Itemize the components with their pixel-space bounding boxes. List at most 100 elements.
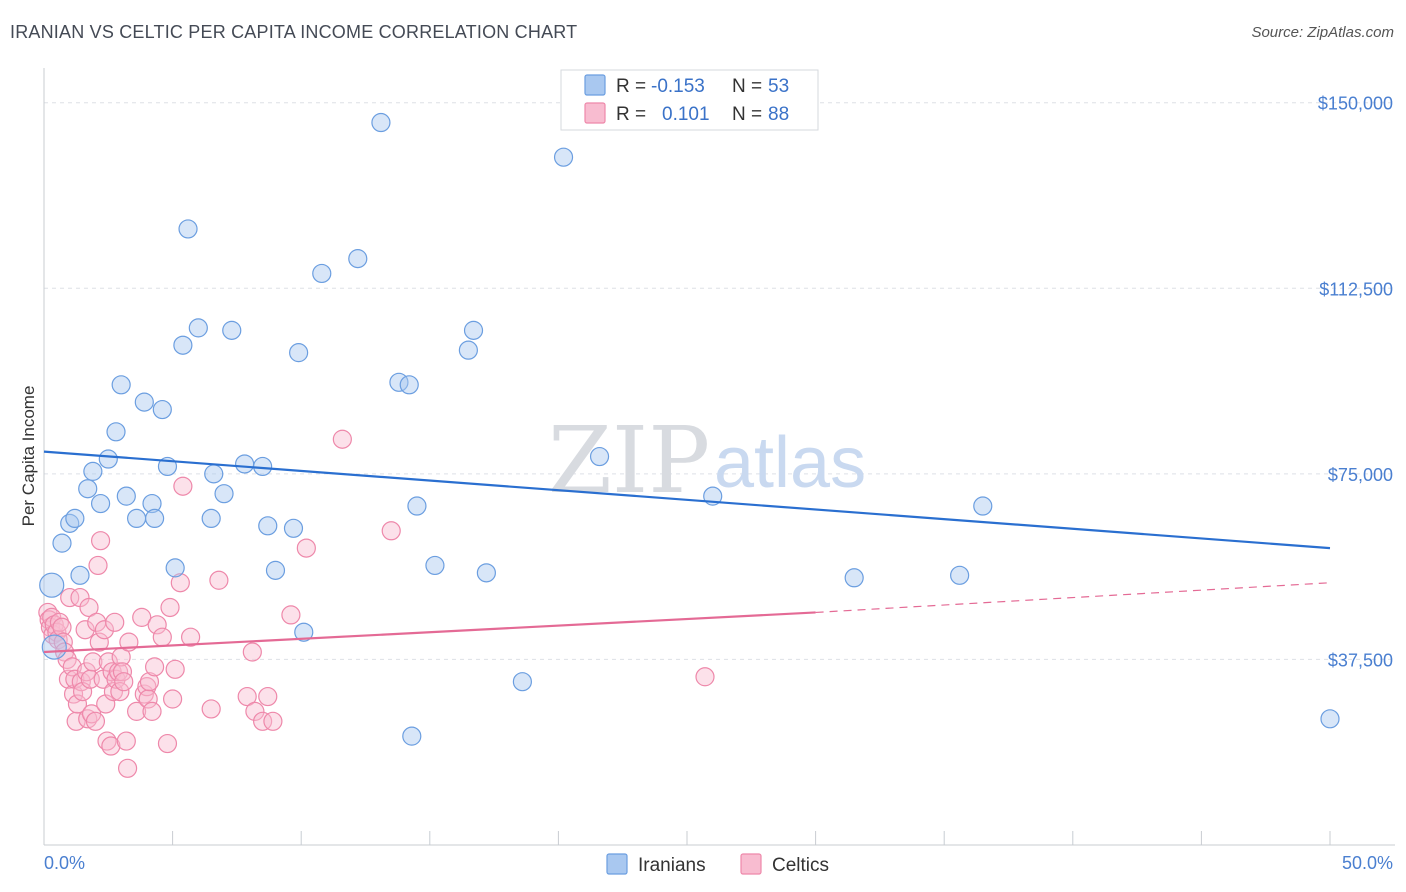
celtics-point-42 [103, 681, 124, 702]
celtics-point-59 [142, 701, 162, 721]
x-tick-label-max: 50.0% [1342, 853, 1393, 873]
celtics-point-60 [144, 657, 165, 677]
iranians-point-49 [844, 568, 864, 588]
bottom-legend-swatch-iranians [606, 853, 628, 875]
legend-r-value-celtics: 0.101 [662, 104, 710, 125]
iranians-point-51 [973, 496, 993, 516]
correlation-legend: R = -0.153 N = 53 R = 0.101 N = 88 [560, 69, 819, 131]
celtics-trend-extension [815, 582, 1331, 614]
iranians-point-32 [289, 343, 309, 363]
iranians-points [39, 112, 1340, 746]
iranians-point-0 [39, 572, 65, 598]
celtics-point-14 [60, 587, 80, 608]
trend-lines [43, 450, 1331, 654]
celtics-point-77 [263, 711, 283, 731]
iranians-point-9 [98, 449, 118, 469]
celtics-point-44 [106, 669, 126, 689]
celtics-point-65 [163, 689, 183, 709]
y-tick-label-1: $75,000 [1328, 465, 1393, 485]
iranians-point-13 [126, 508, 147, 529]
iranians-point-7 [83, 461, 103, 481]
iranians-point-10 [106, 422, 126, 442]
iranians-point-29 [258, 516, 278, 536]
celtics-point-64 [160, 597, 180, 618]
celtics-point-58 [139, 672, 160, 692]
celtics-point-30 [85, 711, 106, 731]
iranians-point-8 [90, 493, 111, 514]
iranians-point-33 [294, 622, 314, 642]
iranians-point-41 [425, 555, 445, 576]
celtics-point-75 [253, 711, 273, 731]
y-tick-label-3: $150,000 [1318, 94, 1393, 114]
celtics-point-26 [79, 597, 99, 618]
bottom-legend-label-iranians: Iranians [638, 855, 706, 876]
legend-r-label-celtics: R = [616, 104, 646, 125]
celtics-point-68 [173, 476, 193, 496]
iranians-point-38 [399, 375, 419, 395]
iranians-point-4 [65, 508, 85, 529]
iranians-point-45 [512, 672, 532, 692]
iranians-point-21 [178, 219, 198, 239]
celtics-point-74 [245, 701, 265, 721]
iranians-point-2 [52, 533, 72, 553]
x-tick-label-min: 0.0% [44, 853, 85, 873]
celtics-point-62 [152, 627, 172, 647]
bottom-legend-label-celtics: Celtics [772, 855, 829, 876]
series-legend: Iranians Celtics [606, 853, 829, 876]
iranians-point-19 [165, 558, 185, 578]
iranians-point-6 [78, 479, 98, 499]
celtics-point-8 [49, 612, 70, 632]
iranians-point-43 [463, 320, 484, 340]
celtics-point-5 [44, 615, 64, 635]
celtics-point-76 [258, 686, 278, 707]
legend-r-label-iranians: R = [616, 76, 646, 97]
celtics-point-66 [165, 659, 185, 679]
celtics-point-15 [62, 657, 82, 677]
iranians-point-25 [214, 484, 234, 504]
celtics-point-32 [88, 555, 108, 576]
iranians-point-22 [188, 318, 208, 338]
celtics-point-63 [157, 733, 178, 754]
iranians-point-27 [235, 454, 255, 474]
celtics-point-81 [381, 521, 401, 541]
watermark-zip: ZIP [548, 407, 710, 514]
iranians-point-50 [950, 565, 970, 585]
chart-title: IRANIAN VS CELTIC PER CAPITA INCOME CORR… [10, 22, 578, 42]
iranians-point-42 [458, 340, 478, 360]
celtics-point-46 [110, 681, 130, 702]
legend-n-value-iranians: 53 [768, 76, 789, 97]
celtics-point-53 [126, 701, 147, 721]
celtics-point-34 [90, 531, 111, 551]
celtics-point-43 [105, 612, 125, 632]
celtics-point-80 [332, 429, 352, 449]
axes [43, 68, 1395, 846]
chart-source: Source: ZipAtlas.com [1251, 24, 1394, 41]
celtics-point-51 [117, 758, 138, 778]
iranians-point-34 [312, 263, 332, 284]
celtics-point-40 [101, 736, 121, 756]
celtics-point-50 [116, 731, 136, 751]
celtics-trend-line [43, 611, 816, 654]
iranians-point-14 [134, 392, 154, 412]
iranians-point-12 [116, 486, 136, 506]
iranians-point-52 [1320, 709, 1340, 729]
y-tick-label-0: $37,500 [1328, 650, 1393, 670]
celtics-point-54 [132, 607, 152, 627]
celtics-points [38, 429, 715, 778]
celtics-point-48 [112, 662, 133, 682]
celtics-point-36 [94, 620, 115, 640]
iranians-point-15 [142, 493, 162, 514]
iranians-point-5 [70, 565, 90, 585]
celtics-point-23 [75, 620, 95, 640]
legend-n-value-celtics: 88 [768, 104, 789, 125]
celtics-point-69 [181, 627, 201, 647]
celtics-point-29 [83, 652, 103, 672]
watermark-atlas: atlas [714, 423, 866, 503]
celtics-point-67 [170, 573, 190, 593]
iranians-point-11 [111, 375, 131, 395]
celtics-point-19 [67, 694, 88, 714]
iranians-point-35 [348, 249, 368, 269]
iranians-point-1 [41, 634, 67, 660]
y-axis-title: Per Capita Income [19, 386, 38, 527]
